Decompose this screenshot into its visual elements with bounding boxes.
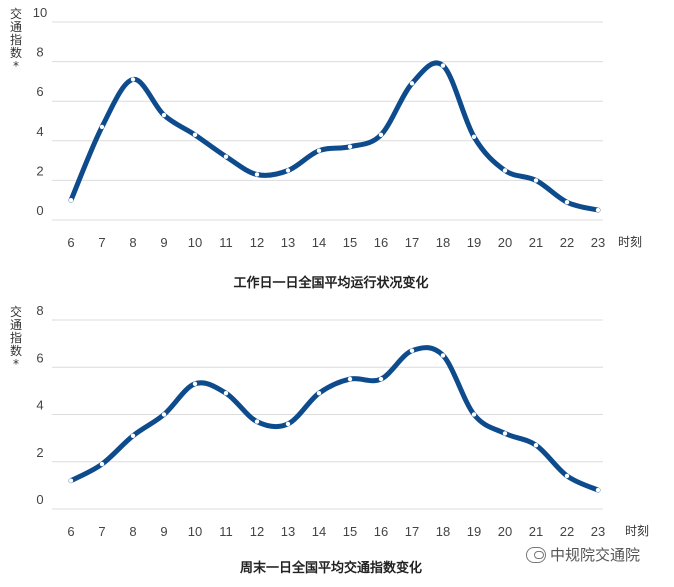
chart2-x-tick: 18 bbox=[436, 524, 450, 539]
chart2-x-tick: 14 bbox=[312, 524, 326, 539]
chart1-data-point bbox=[502, 168, 508, 173]
chart1-data-point bbox=[99, 124, 105, 130]
chart2-data-point bbox=[192, 381, 198, 386]
chart1-y-tick: 0 bbox=[36, 203, 43, 218]
chart1-y-tick: 4 bbox=[36, 124, 43, 139]
chart1-y-tick: 10 bbox=[33, 5, 47, 20]
chart1-data-point bbox=[533, 178, 539, 183]
chart1-y-tick: 6 bbox=[36, 84, 43, 99]
chart2-data-point bbox=[347, 376, 353, 382]
watermark: 中规院交通院 bbox=[525, 544, 640, 565]
chart2-data-point bbox=[99, 461, 105, 467]
chart2-x-tick: 22 bbox=[560, 524, 574, 539]
chart1-data-point bbox=[130, 77, 136, 82]
chart1-x-tick: 16 bbox=[374, 235, 388, 250]
chart1-x-tick: 8 bbox=[129, 235, 136, 250]
chart2-data-point bbox=[130, 433, 136, 438]
chart1-title: 工作日一日全国平均运行状况变化 bbox=[233, 275, 428, 291]
chart1-y-tick: 2 bbox=[36, 163, 43, 178]
chart1-data-point bbox=[347, 144, 353, 149]
chart2-y-tick: 2 bbox=[36, 445, 43, 460]
chart2-data-point bbox=[440, 353, 446, 358]
chart1-x-tick: 14 bbox=[312, 235, 326, 250]
chart2-data-point bbox=[68, 478, 74, 483]
chart2-data-point bbox=[378, 376, 384, 382]
chart1-x-tick: 13 bbox=[281, 235, 295, 250]
chart2-data-point bbox=[254, 419, 260, 424]
chart1-x-tick: 21 bbox=[529, 235, 543, 250]
chart1-data-point bbox=[223, 154, 229, 159]
chart1-x-tick: 20 bbox=[498, 235, 512, 250]
chart2-x-tick: 15 bbox=[343, 524, 357, 539]
chart2-data-point bbox=[285, 421, 291, 427]
chart1-data-point bbox=[68, 198, 74, 203]
chart2-y-tick: 8 bbox=[36, 303, 43, 318]
chart1-data-point bbox=[440, 63, 446, 68]
chart1-data-point bbox=[595, 207, 601, 213]
chart2-x-tick: 9 bbox=[160, 524, 167, 539]
chart1-series-line bbox=[68, 60, 601, 213]
chart1-y-axis-label: 交通指数* bbox=[10, 6, 22, 73]
chart2-x-tick: 21 bbox=[529, 524, 543, 539]
wechat-icon bbox=[525, 546, 546, 563]
chart2-series-line bbox=[68, 345, 601, 493]
chart2-x-axis-label: 时刻 bbox=[625, 524, 649, 538]
chart2-data-point bbox=[533, 443, 539, 448]
chart1-data-point bbox=[316, 148, 322, 153]
chart2-data-point bbox=[223, 391, 229, 396]
chart1-data-point bbox=[471, 134, 477, 140]
chart2-y-tick: 6 bbox=[36, 350, 43, 365]
chart1-data-point bbox=[254, 172, 260, 177]
chart1-x-axis-label: 时刻 bbox=[618, 235, 642, 249]
chart2-x-tick: 6 bbox=[67, 524, 74, 539]
chart1-x-tick: 10 bbox=[188, 235, 202, 250]
chart2-data-point bbox=[595, 487, 601, 493]
chart1-y-tick: 8 bbox=[36, 45, 43, 60]
chart2-x-tick: 11 bbox=[219, 524, 233, 539]
chart1-x-tick: 6 bbox=[67, 235, 74, 250]
chart2-data-point bbox=[502, 431, 508, 436]
chart2-x-tick: 12 bbox=[250, 524, 264, 539]
chart2-data-point bbox=[316, 391, 322, 396]
chart2-x-tick: 7 bbox=[98, 524, 105, 539]
chart2-x-tick: 13 bbox=[281, 524, 295, 539]
chart1-x-tick: 18 bbox=[436, 235, 450, 250]
chart1-x-tick: 7 bbox=[98, 235, 105, 250]
chart2-data-point bbox=[471, 412, 477, 417]
chart2-x-tick: 19 bbox=[467, 524, 481, 539]
chart2-data-point bbox=[161, 412, 167, 417]
chart2-y-tick: 4 bbox=[36, 398, 43, 413]
chart1-data-point bbox=[378, 132, 384, 138]
chart1-data-point bbox=[564, 199, 570, 205]
watermark-text: 中规院交通院 bbox=[549, 546, 640, 564]
chart2-y-axis-label: 交通指数* bbox=[10, 304, 22, 371]
chart2-y-tick: 0 bbox=[36, 492, 43, 507]
chart1-data-point bbox=[285, 168, 291, 173]
chart2-x-tick: 20 bbox=[498, 524, 512, 539]
chart1-x-tick: 23 bbox=[591, 235, 605, 250]
chart2-data-point bbox=[564, 473, 570, 479]
chart1-data-point bbox=[192, 132, 198, 138]
chart1-data-point bbox=[409, 81, 415, 86]
chart1-data-point bbox=[161, 112, 167, 118]
chart2-x-tick: 8 bbox=[129, 524, 136, 539]
chart1-x-tick: 19 bbox=[467, 235, 481, 250]
chart2-x-tick: 17 bbox=[405, 524, 419, 539]
chart1-x-tick: 22 bbox=[560, 235, 574, 250]
chart1-x-tick: 15 bbox=[343, 235, 357, 250]
chart2-data-point bbox=[409, 348, 415, 353]
chart1-x-tick: 11 bbox=[219, 235, 233, 250]
chart2-title: 周末一日全国平均交通指数变化 bbox=[240, 560, 422, 576]
chart2-x-tick: 23 bbox=[591, 524, 605, 539]
chart1-x-tick: 17 bbox=[405, 235, 419, 250]
chart1-x-tick: 9 bbox=[160, 235, 167, 250]
chart2-x-tick: 16 bbox=[374, 524, 388, 539]
chart2-x-tick: 10 bbox=[188, 524, 202, 539]
chart1-x-tick: 12 bbox=[250, 235, 264, 250]
